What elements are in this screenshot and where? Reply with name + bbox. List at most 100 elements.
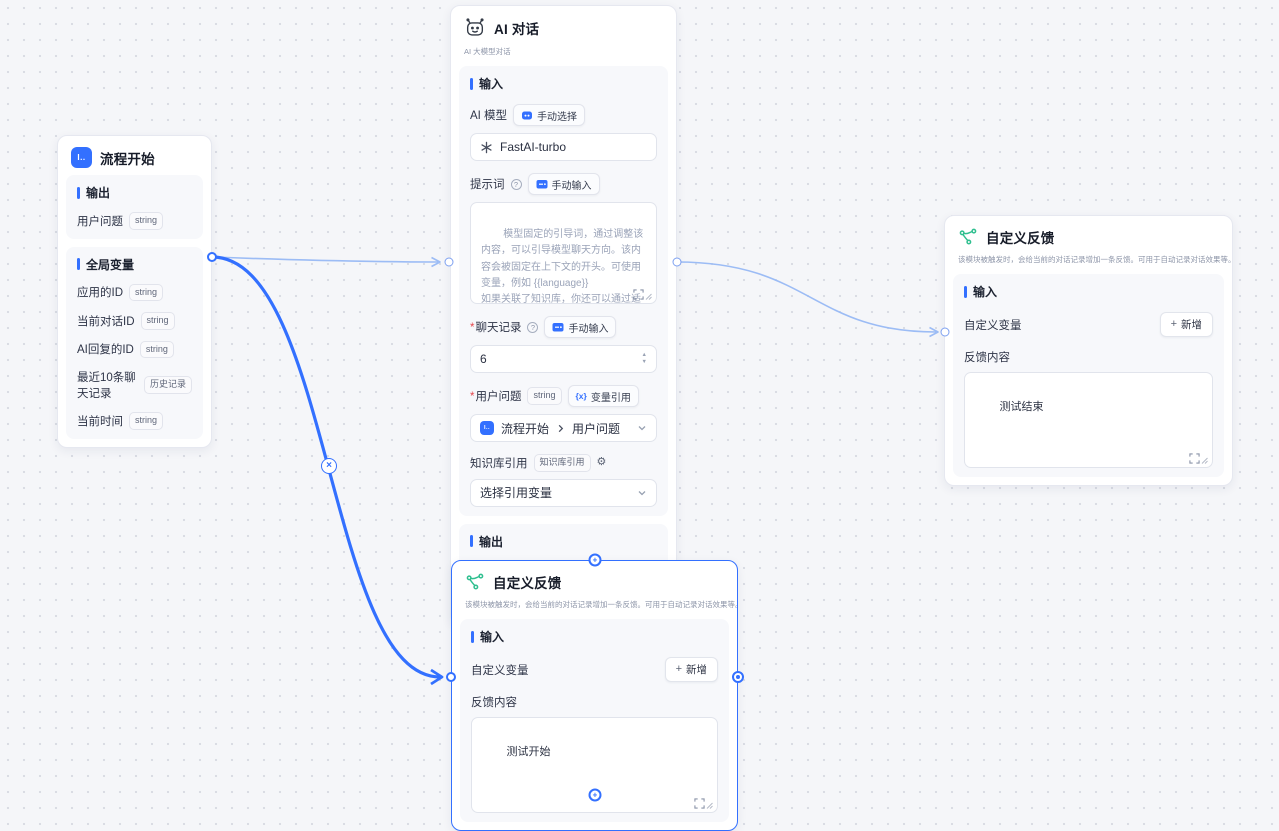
global-var-row: AI回复的ID string xyxy=(77,340,192,358)
question-variable-select[interactable]: I.. 流程开始 用户问题 xyxy=(470,414,657,442)
section-accent-bar xyxy=(964,285,967,298)
question-source: 流程开始 xyxy=(501,421,550,436)
info-icon[interactable]: ? xyxy=(527,321,539,333)
node-header: AI 对话 xyxy=(451,6,676,46)
edge-flowstart-to-aichat[interactable] xyxy=(211,256,439,263)
number-stepper[interactable]: ▲ ▼ xyxy=(641,352,647,365)
type-badge: string xyxy=(129,283,164,301)
add-button-label: 新增 xyxy=(1181,319,1202,331)
mode-badge-label: 手动选择 xyxy=(537,111,578,123)
section-title: 全局变量 xyxy=(86,257,135,272)
input-section: 输入 自定义变量 + 新增 反馈内容 测试结束 xyxy=(953,274,1224,477)
handle-aichat-source[interactable] xyxy=(672,257,682,267)
resize-grip-icon[interactable] xyxy=(645,293,652,300)
chevron-right-icon xyxy=(558,424,564,432)
chevron-down-icon xyxy=(638,490,646,495)
edge-delete-icon[interactable]: × xyxy=(321,458,337,474)
resize-grip-icon[interactable] xyxy=(1201,457,1208,464)
var-label: 应用的ID xyxy=(77,287,123,300)
add-variable-button[interactable]: + 新增 xyxy=(664,657,718,682)
manual-select-toggle[interactable]: 手动选择 xyxy=(513,104,586,126)
var-label: AI回复的ID xyxy=(77,344,134,357)
manual-select-icon xyxy=(522,111,533,120)
node-header: 自定义反馈 xyxy=(945,216,1232,254)
node-ai-chat[interactable]: AI 对话 AI 大模型对话 输入 AI 模型 手动选择 xyxy=(450,5,677,625)
model-label: AI 模型 xyxy=(470,110,508,122)
expand-icon[interactable] xyxy=(633,289,644,300)
feedback-content-textarea[interactable]: 测试结束 xyxy=(964,372,1213,468)
handle-feedback-right-target[interactable] xyxy=(940,327,950,337)
manual-input-toggle[interactable]: 手动输入 xyxy=(544,316,617,338)
gear-icon[interactable]: ⚙ xyxy=(596,456,607,469)
section-title: 输入 xyxy=(480,630,505,644)
question-label-row: 用户问题 string {x} 变量引用 xyxy=(470,385,657,407)
global-variables-section: 全局变量 应用的ID string 当前对话ID string AI回复的ID … xyxy=(66,246,203,439)
type-badge: string xyxy=(140,312,175,330)
section-title: 输出 xyxy=(479,534,504,549)
custom-var-label: 自定义变量 xyxy=(964,319,1022,332)
section-title: 输出 xyxy=(86,186,111,200)
expand-icon[interactable] xyxy=(1189,453,1200,464)
chevron-down-icon xyxy=(638,426,646,431)
handle-feedback-bottom-target[interactable] xyxy=(446,672,456,682)
output-row: 用户问题 string xyxy=(77,212,192,230)
plus-icon: + xyxy=(592,790,598,799)
info-icon[interactable]: ? xyxy=(510,178,522,190)
handle-feedback-bottom-bottom[interactable]: + xyxy=(588,788,602,802)
stepper-up-icon[interactable]: ▲ xyxy=(641,352,647,358)
handle-feedback-bottom-source[interactable] xyxy=(732,671,744,683)
mode-badge-label: 手动输入 xyxy=(551,180,592,192)
var-label: 最近10条聊天记录 xyxy=(77,372,136,400)
section-accent-bar xyxy=(471,630,474,643)
ai-chat-robot-icon xyxy=(466,18,484,36)
custom-var-row: 自定义变量 + 新增 xyxy=(964,312,1213,337)
add-variable-button[interactable]: + 新增 xyxy=(1159,312,1213,337)
var-label: 当前时间 xyxy=(77,415,123,428)
type-badge: 知识库引用 xyxy=(533,454,591,472)
handle-aichat-target[interactable] xyxy=(444,257,454,267)
history-number-input[interactable]: 6 ▲ ▼ xyxy=(470,345,657,373)
stepper-down-icon[interactable]: ▼ xyxy=(641,358,647,365)
handle-feedback-bottom-top[interactable]: + xyxy=(588,553,602,567)
feedback-content-label-row: 反馈内容 xyxy=(471,694,718,710)
variable-ref-toggle[interactable]: {x} 变量引用 xyxy=(567,385,639,407)
manual-input-toggle[interactable]: 手动输入 xyxy=(527,173,600,195)
variable-ref-icon: {x} xyxy=(575,391,587,401)
node-custom-feedback-right[interactable]: 自定义反馈 该模块被触发时，会给当前的对话记录增加一条反馈。可用于自动记录对话效… xyxy=(944,215,1233,486)
feedback-content-label-row: 反馈内容 xyxy=(964,349,1213,365)
output-label: 用户问题 xyxy=(77,215,123,228)
manual-input-icon xyxy=(552,323,564,332)
prompt-label: 提示词 xyxy=(470,179,505,191)
kb-reference-select[interactable]: 选择引用变量 xyxy=(470,478,657,507)
expand-icon[interactable] xyxy=(694,798,705,809)
section-accent-bar xyxy=(77,258,80,270)
flow-start-icon: I.. xyxy=(71,147,92,168)
question-label: 用户问题 xyxy=(470,388,521,404)
type-badge: string xyxy=(129,212,164,230)
prompt-placeholder: 模型固定的引导词，通过调整该内容，可以引导模型聊天方向。该内容会被固定在上下文的… xyxy=(481,229,644,304)
feedback-content-value: 测试结束 xyxy=(999,400,1044,413)
node-flow-start[interactable]: I.. 流程开始 输出 用户问题 string 全局变量 应用的ID strin… xyxy=(57,135,212,448)
feedback-content-value: 测试开始 xyxy=(506,745,551,758)
node-custom-feedback-bottom[interactable]: 自定义反馈 该模块被触发时，会给当前的对话记录增加一条反馈。可用于自动记录对话效… xyxy=(451,560,738,831)
node-title: AI 对话 xyxy=(494,22,540,37)
var-label: 当前对话ID xyxy=(77,315,135,328)
type-badge: string xyxy=(129,412,164,430)
plus-icon: + xyxy=(675,663,682,675)
section-accent-bar xyxy=(77,186,80,199)
edge-aichat-to-feedback-right[interactable] xyxy=(676,261,937,333)
node-header: 自定义反馈 xyxy=(452,561,737,599)
resize-grip-icon[interactable] xyxy=(706,802,713,809)
prompt-label-row: 提示词 ? 手动输入 xyxy=(470,173,657,195)
model-select[interactable]: FastAI-turbo xyxy=(470,133,657,161)
prompt-textarea[interactable]: 模型固定的引导词，通过调整该内容，可以引导模型聊天方向。该内容会被固定在上下文的… xyxy=(470,202,657,304)
output-section: 输出 用户问题 string xyxy=(66,175,203,239)
handle-flowstart-source[interactable] xyxy=(207,252,217,262)
node-subtitle: 该模块被触发时，会给当前的对话记录增加一条反馈。可用于自动记录对话效果等。 xyxy=(465,600,737,609)
flow-start-icon: I.. xyxy=(480,421,494,435)
arrowhead-icon xyxy=(929,326,939,338)
mode-badge-label: 变量引用 xyxy=(590,392,631,404)
arrowhead-icon xyxy=(430,668,444,686)
node-title: 流程开始 xyxy=(100,151,155,167)
